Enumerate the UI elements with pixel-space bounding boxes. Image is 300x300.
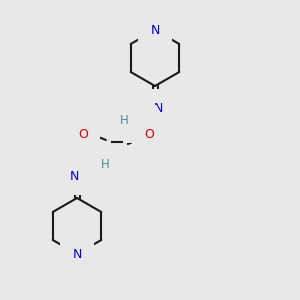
Text: N: N (89, 154, 99, 166)
Text: N: N (150, 23, 160, 37)
Text: O: O (78, 128, 88, 140)
Text: H: H (100, 158, 109, 172)
Text: H: H (120, 115, 129, 128)
Text: N: N (135, 118, 145, 130)
Text: N: N (72, 248, 82, 260)
Text: O: O (144, 128, 154, 140)
Text: N: N (69, 169, 79, 182)
Text: N: N (153, 101, 163, 115)
